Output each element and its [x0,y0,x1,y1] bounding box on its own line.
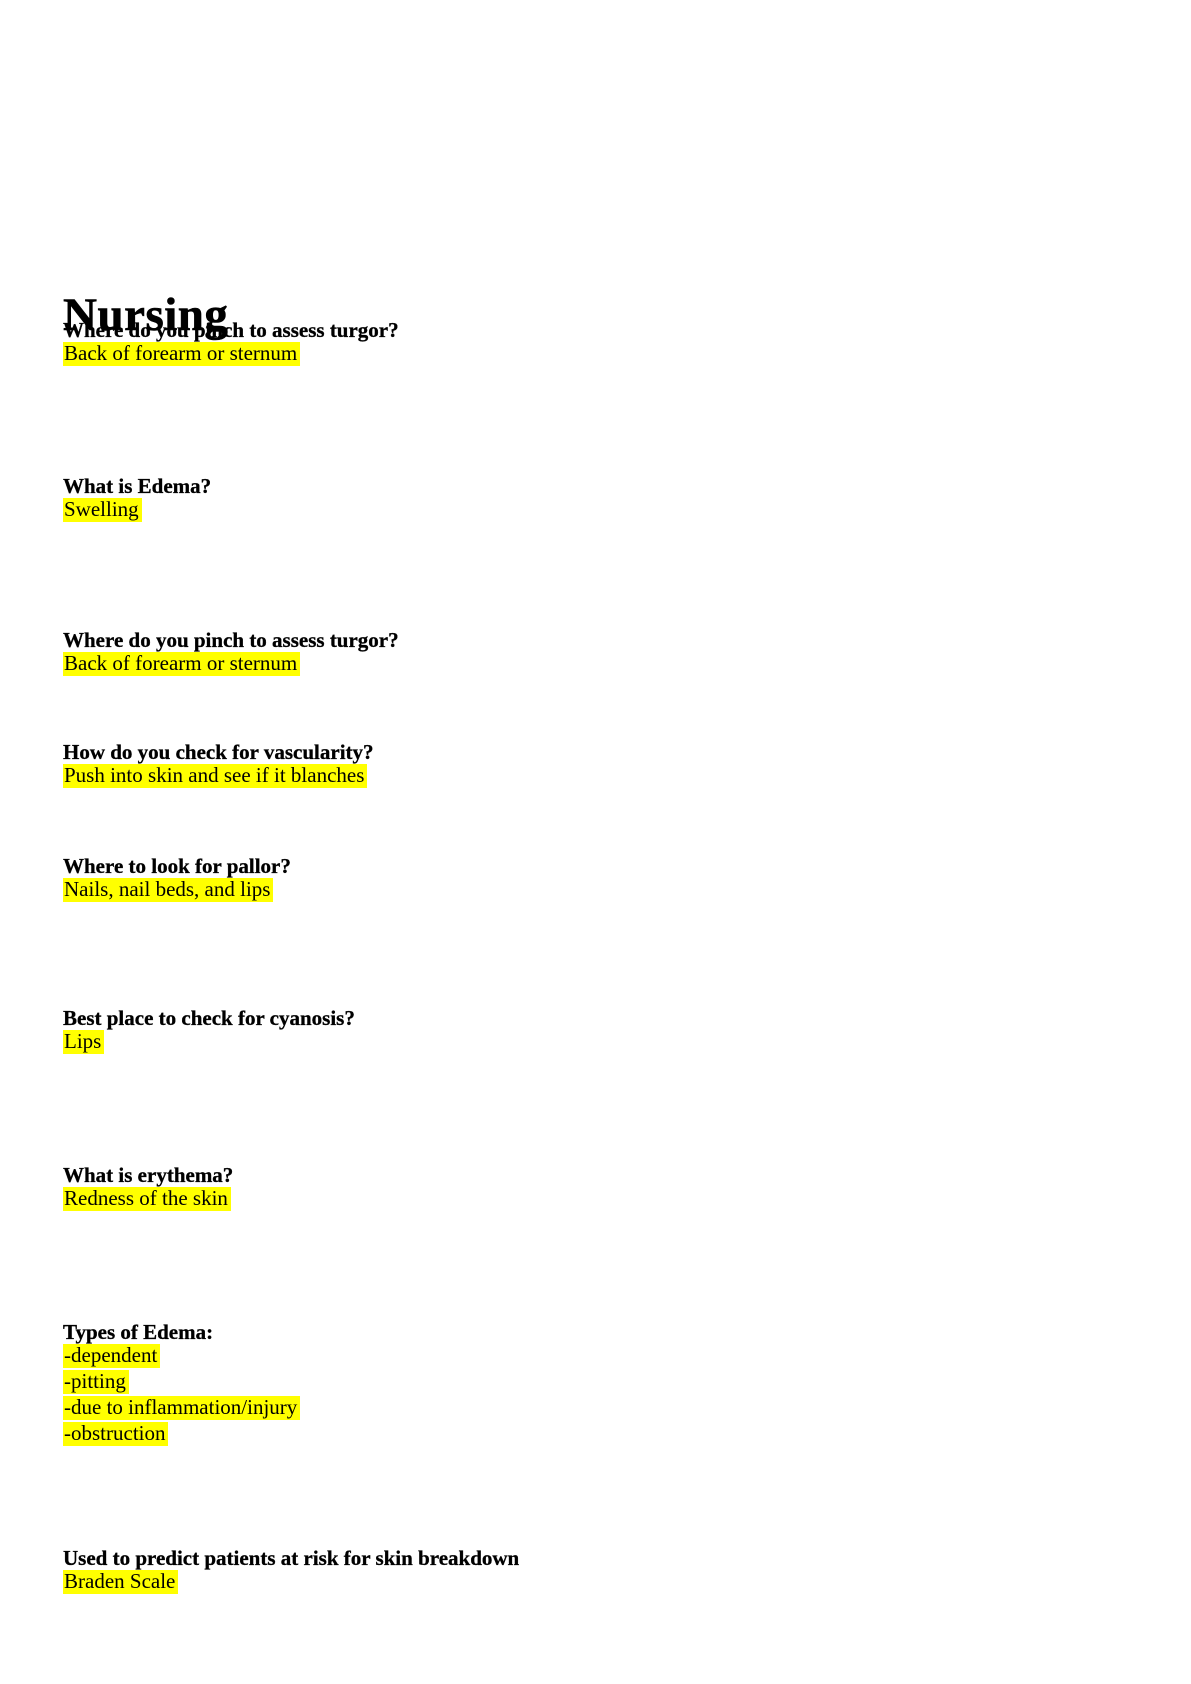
highlighted-answer: -obstruction [63,1422,169,1446]
flashcard: What is Edema? Swelling [63,474,1151,524]
flashcard-question: Best place to check for cyanosis? [63,1006,355,1030]
highlighted-answer: Redness of the skin [63,1187,231,1211]
flashcard-answer: Swelling [63,498,1151,524]
flashcard: How do you check for vascularity? Push i… [63,740,1151,790]
flashcard-question: Where do you pinch to assess turgor? [63,318,399,342]
flashcard-answer: -dependent [63,1344,1151,1370]
flashcard: Best place to check for cyanosis? Lips [63,1006,1151,1056]
highlighted-answer: Back of forearm or sternum [63,342,301,366]
flashcard-answer: Redness of the skin [63,1187,1151,1213]
highlighted-answer: Lips [63,1030,105,1054]
flashcard-question: Where do you pinch to assess turgor? [63,628,399,652]
highlighted-answer: Back of forearm or sternum [63,652,301,676]
flashcard: What is erythema? Redness of the skin [63,1163,1151,1213]
flashcard-answer: Lips [63,1030,1151,1056]
flashcard-answer: Push into skin and see if it blanches [63,764,1151,790]
flashcard-question: Used to predict patients at risk for ski… [63,1546,520,1570]
flashcard: Types of Edema: -dependent -pitting -due… [63,1320,1151,1448]
flashcard-answer: -obstruction [63,1422,1151,1448]
highlighted-answer: -dependent [63,1344,161,1368]
highlighted-answer: -pitting [63,1370,129,1394]
flashcard-answer: Braden Scale [63,1570,1151,1596]
flashcard-answer: Nails, nail beds, and lips [63,878,1151,904]
flashcard: Where do you pinch to assess turgor? Bac… [63,318,1151,368]
flashcard: Where do you pinch to assess turgor? Bac… [63,628,1151,678]
highlighted-answer: Push into skin and see if it blanches [63,764,368,788]
flashcard-question: What is Edema? [63,474,212,498]
flashcard-question: Where to look for pallor? [63,854,291,878]
flashcard-question: Types of Edema: [63,1320,214,1344]
flashcard-answer: -pitting [63,1370,1151,1396]
flashcard: Where to look for pallor? Nails, nail be… [63,854,1151,904]
flashcard-answer: -due to inflammation/injury [63,1396,1151,1422]
highlighted-answer: -due to inflammation/injury [63,1396,301,1420]
highlighted-answer: Braden Scale [63,1570,179,1594]
highlighted-answer: Nails, nail beds, and lips [63,878,274,902]
flashcard: Used to predict patients at risk for ski… [63,1546,1151,1596]
flashcard-answer: Back of forearm or sternum [63,652,1151,678]
highlighted-answer: Swelling [63,498,142,522]
flashcard-question: What is erythema? [63,1163,234,1187]
flashcard-question: How do you check for vascularity? [63,740,374,764]
flashcard-answer: Back of forearm or sternum [63,342,1151,368]
